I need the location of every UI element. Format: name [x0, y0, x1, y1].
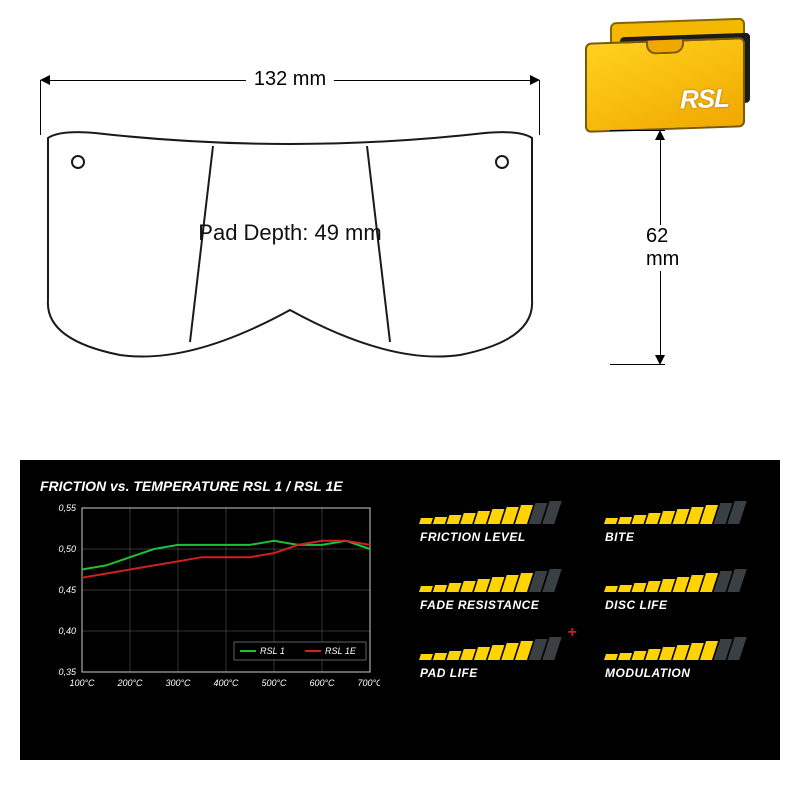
- svg-text:0,50: 0,50: [58, 544, 76, 554]
- ratings-grid: FRICTION LEVEL BITE FADE RESISTANCE DISC LI…: [420, 478, 760, 742]
- rating-bar: [447, 651, 462, 660]
- svg-text:600°C: 600°C: [309, 678, 335, 688]
- rating-bar: [604, 654, 618, 660]
- rating-bar: [632, 651, 647, 660]
- svg-text:0,45: 0,45: [58, 585, 77, 595]
- rating-modulation: MODULATION: [605, 638, 760, 680]
- arrow-up-icon: [655, 130, 665, 140]
- width-value: 132 mm: [246, 68, 334, 91]
- rating-bar: [618, 517, 632, 524]
- rating-bar: [433, 653, 447, 660]
- performance-panel: FRICTION vs. TEMPERATURE RSL 1 / RSL 1E …: [20, 460, 780, 760]
- svg-text:400°C: 400°C: [213, 678, 239, 688]
- rating-bar: [419, 518, 433, 524]
- pad-depth-label: Pad Depth: 49 mm: [40, 220, 540, 246]
- chart-title: FRICTION vs. TEMPERATURE RSL 1 / RSL 1E: [40, 478, 400, 494]
- rating-bar: [632, 583, 647, 592]
- arrow-down-icon: [655, 355, 665, 365]
- dim-ext-line: [40, 80, 41, 135]
- rating-bar: [433, 585, 447, 592]
- svg-text:RSL 1: RSL 1: [260, 646, 285, 656]
- rating-label: BITE: [605, 530, 760, 544]
- rating-label: FADE RESISTANCE: [420, 598, 575, 612]
- rating-pad-life: + PAD LIFE: [420, 638, 575, 680]
- rating-label: PAD LIFE: [420, 666, 575, 680]
- rating-bar: [419, 586, 433, 592]
- rating-bar: [447, 583, 462, 592]
- rating-bars: +: [420, 638, 575, 660]
- rating-bars: [420, 570, 575, 592]
- pad-drawing: 132 mm Pad Depth: 49 mm 62 mm: [40, 60, 620, 410]
- svg-text:0,55: 0,55: [58, 503, 77, 513]
- rating-label: MODULATION: [605, 666, 760, 680]
- rating-bar: [433, 517, 447, 524]
- rating-bar: [618, 653, 632, 660]
- rating-label: FRICTION LEVEL: [420, 530, 575, 544]
- svg-text:0,35: 0,35: [58, 667, 77, 677]
- svg-text:RSL 1E: RSL 1E: [325, 646, 357, 656]
- rating-label: DISC LIFE: [605, 598, 760, 612]
- height-dimension: 62 mm: [620, 130, 700, 365]
- friction-chart: FRICTION vs. TEMPERATURE RSL 1 / RSL 1E …: [40, 478, 400, 742]
- rating-disc-life: DISC LIFE: [605, 570, 760, 612]
- pad-outline: [40, 130, 540, 365]
- plus-icon: +: [568, 624, 577, 642]
- dim-ext-line: [539, 80, 540, 135]
- svg-text:700°C: 700°C: [357, 678, 380, 688]
- rating-bar: [604, 518, 618, 524]
- svg-text:300°C: 300°C: [165, 678, 191, 688]
- rating-bars: [605, 638, 760, 660]
- svg-text:200°C: 200°C: [116, 678, 143, 688]
- rating-bar: [618, 585, 632, 592]
- rating-bar: [632, 515, 647, 524]
- rating-bar: [419, 654, 433, 660]
- rating-bars: [420, 502, 575, 524]
- rsl-logo: RSL: [680, 83, 729, 116]
- rating-bar: [604, 586, 618, 592]
- width-dimension: 132 mm: [40, 60, 540, 100]
- svg-text:500°C: 500°C: [261, 678, 287, 688]
- chart-svg: 0,35 0,40 0,45 0,50 0,55 100°C 200°C 300°C 400°C…: [40, 502, 380, 712]
- rating-bite: BITE: [605, 502, 760, 544]
- height-value: 62 mm: [638, 225, 700, 271]
- rating-bars: [605, 570, 760, 592]
- rating-fade-resistance: FADE RESISTANCE: [420, 570, 575, 612]
- pad-notch: [646, 39, 684, 54]
- pad-outline-svg: [40, 130, 540, 365]
- rating-bars: [605, 502, 760, 524]
- dimension-diagram-section: RSL 132 mm Pad Depth: 49 mm: [0, 0, 800, 440]
- arrow-left-icon: [40, 75, 50, 85]
- rating-bar: [447, 515, 462, 524]
- svg-text:0,40: 0,40: [58, 626, 76, 636]
- rating-friction-level: FRICTION LEVEL: [420, 502, 575, 544]
- svg-text:100°C: 100°C: [69, 678, 95, 688]
- arrow-right-icon: [530, 75, 540, 85]
